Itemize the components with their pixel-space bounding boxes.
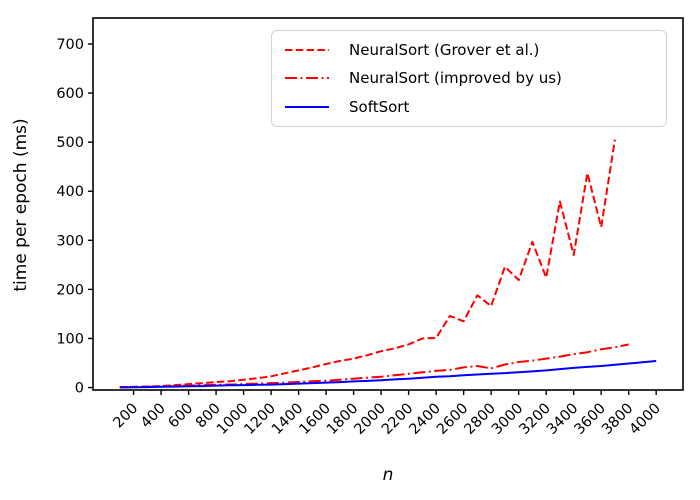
legend: NeuralSort (Grover et al.) NeuralSort (i… bbox=[271, 30, 667, 127]
y-tick-label: 200 bbox=[56, 282, 84, 298]
x-axis-label: n bbox=[382, 465, 394, 485]
axes-frame bbox=[92, 17, 684, 391]
x-tick-label: 200 bbox=[111, 401, 142, 432]
x-tick-label: 1000 bbox=[214, 401, 251, 438]
x-tick-label: 3600 bbox=[572, 401, 609, 438]
legend-label-neuralsort-improved: NeuralSort (improved by us) bbox=[349, 69, 562, 88]
x-tick-label: 400 bbox=[138, 401, 169, 432]
x-tick-label: 3800 bbox=[599, 401, 636, 438]
x-tick-label: 2200 bbox=[379, 401, 416, 438]
legend-label-neuralsort-grover: NeuralSort (Grover et al.) bbox=[349, 41, 540, 60]
x-tick-label: 1600 bbox=[297, 401, 334, 438]
x-tick-label: 1400 bbox=[269, 401, 306, 438]
y-tick-label: 100 bbox=[56, 331, 84, 347]
series-line-2 bbox=[119, 360, 657, 389]
y-tick-label: 500 bbox=[56, 135, 84, 151]
series-line-0 bbox=[119, 139, 616, 389]
x-tick-label: 2400 bbox=[407, 401, 444, 438]
y-tick-label: 600 bbox=[56, 86, 84, 102]
x-tick-label: 2600 bbox=[434, 401, 471, 438]
legend-entry-neuralsort-grover: NeuralSort (Grover et al.) bbox=[282, 36, 656, 64]
legend-entry-neuralsort-improved: NeuralSort (improved by us) bbox=[282, 64, 656, 92]
y-tick-label: 700 bbox=[56, 37, 84, 53]
x-tick-label: 4000 bbox=[627, 401, 664, 438]
x-tick-label: 3200 bbox=[517, 401, 554, 438]
dashed-line-sample-icon bbox=[285, 49, 329, 52]
dashdot-line-sample-icon bbox=[285, 77, 329, 80]
legend-label-softsort: SoftSort bbox=[349, 97, 410, 116]
x-tick-label: 2000 bbox=[352, 401, 389, 438]
solid-line-sample-icon bbox=[285, 105, 329, 108]
legend-entry-softsort: SoftSort bbox=[282, 93, 656, 121]
y-axis-label: time per epoch (ms) bbox=[11, 118, 31, 292]
x-tick-label: 3000 bbox=[489, 401, 526, 438]
y-tick-label: 400 bbox=[56, 184, 84, 200]
y-tick-label: 300 bbox=[56, 233, 84, 249]
y-tick-label: 0 bbox=[75, 381, 84, 397]
x-tick-label: 600 bbox=[166, 401, 197, 432]
